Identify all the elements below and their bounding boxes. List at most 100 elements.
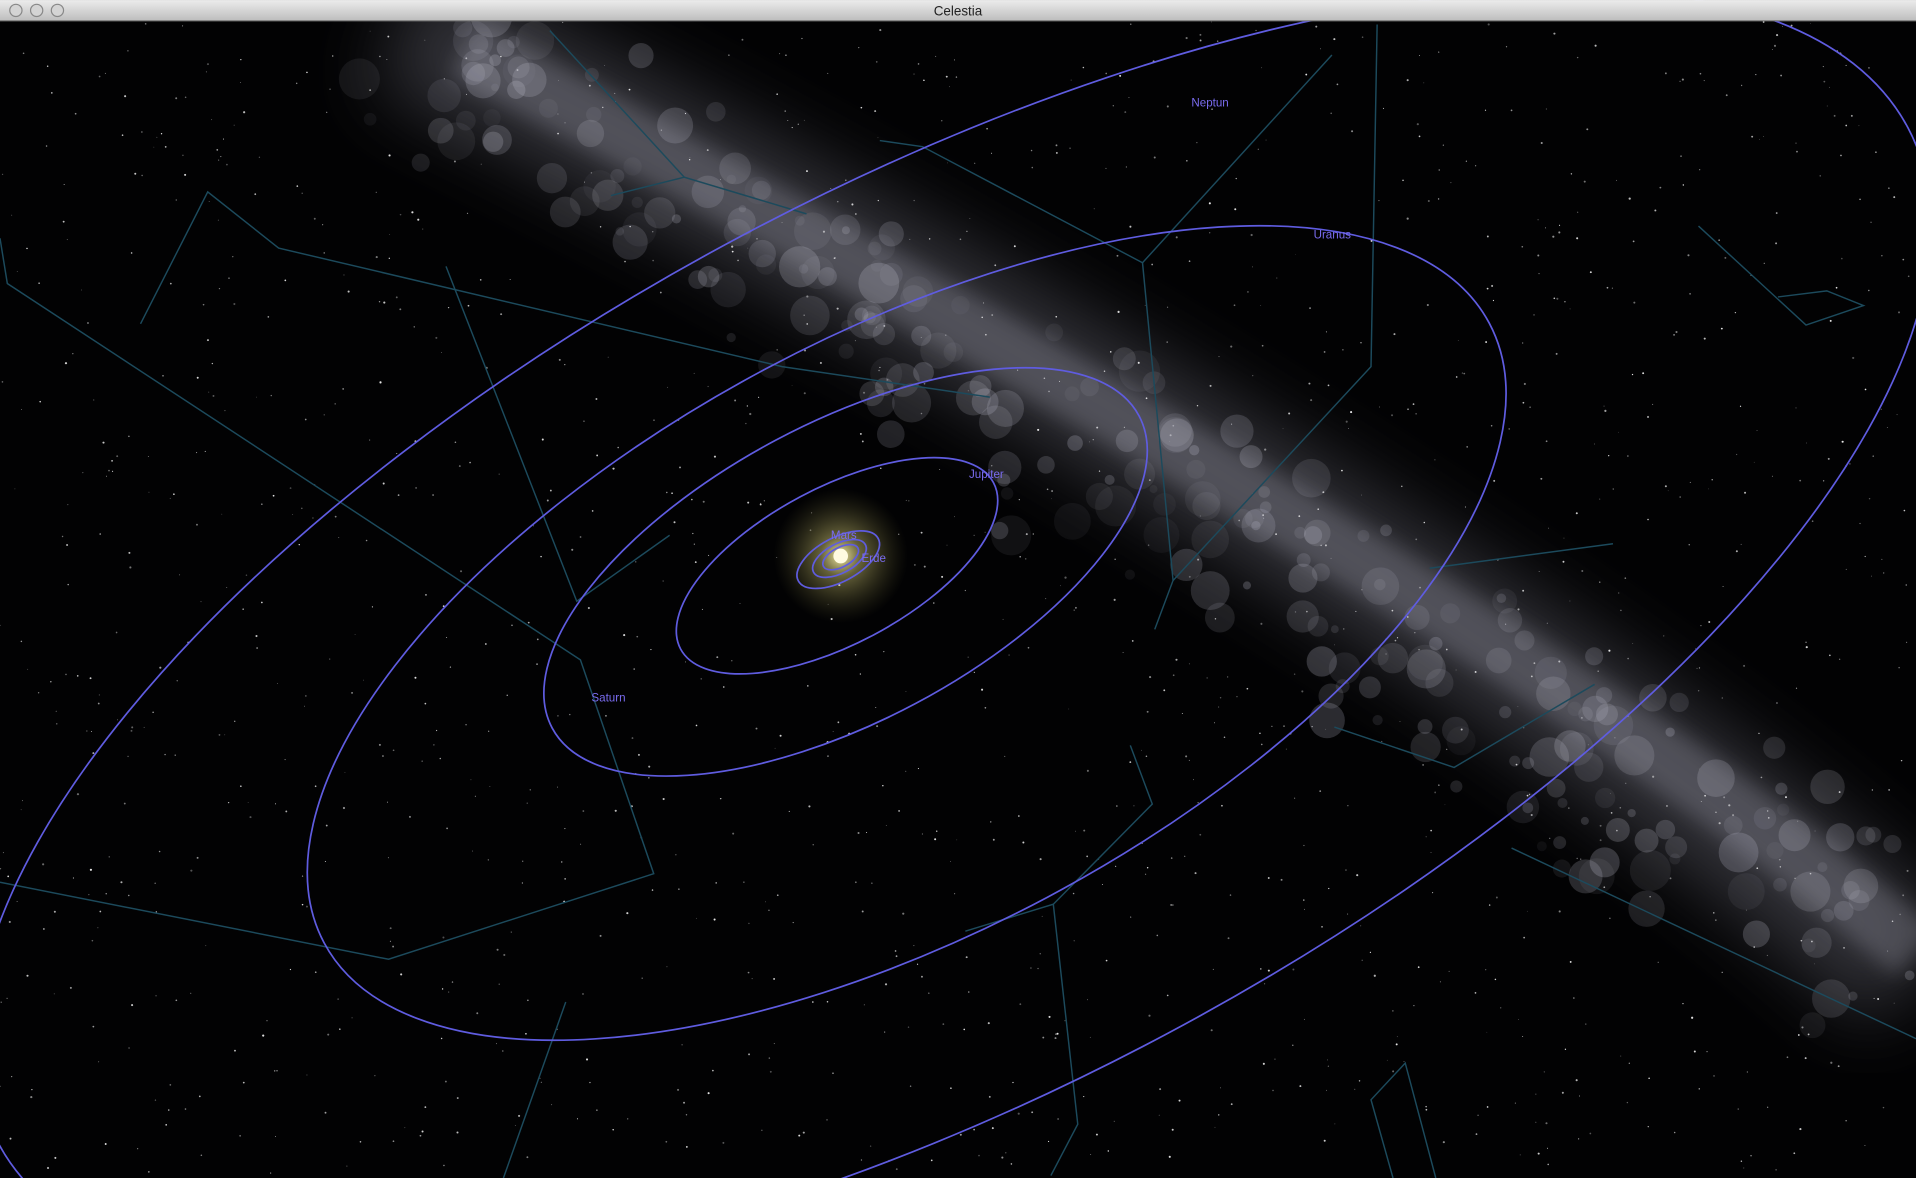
star (1406, 616, 1409, 618)
star-cloud (1833, 900, 1854, 921)
star-cloud (592, 179, 624, 211)
star (1325, 728, 1327, 730)
star (1840, 154, 1842, 157)
star (1579, 1095, 1580, 1097)
star (400, 973, 403, 976)
star (1604, 409, 1607, 412)
star (845, 179, 847, 181)
star (1829, 654, 1831, 657)
star (1434, 459, 1436, 461)
star (1262, 1062, 1265, 1065)
star (1463, 372, 1466, 375)
star (1415, 412, 1417, 415)
star (1391, 609, 1394, 612)
star (1893, 196, 1896, 199)
star (819, 361, 822, 364)
star (1526, 910, 1528, 912)
star (1558, 231, 1561, 234)
star (1800, 939, 1803, 942)
minimize-button[interactable] (29, 3, 44, 18)
star (1732, 814, 1735, 817)
star-cloud (1578, 858, 1615, 895)
star (1088, 441, 1091, 443)
star (88, 894, 90, 896)
star (1156, 934, 1159, 937)
star (692, 532, 694, 535)
star (502, 1050, 504, 1052)
star (526, 802, 528, 804)
star (1508, 428, 1511, 430)
star (1689, 293, 1691, 295)
star (344, 772, 346, 773)
star (64, 362, 68, 365)
star (1310, 399, 1313, 402)
star (1234, 208, 1237, 211)
star-cloud (1258, 486, 1271, 498)
star (1448, 970, 1450, 972)
star (496, 1043, 498, 1045)
star (1475, 165, 1477, 167)
star (1740, 1160, 1743, 1162)
star (797, 123, 799, 125)
star (1587, 744, 1589, 746)
star (869, 1145, 872, 1147)
star (529, 789, 531, 791)
star (1673, 333, 1675, 336)
star (757, 396, 760, 398)
star-cloud (1239, 445, 1263, 469)
star (930, 1159, 933, 1162)
star (1095, 1133, 1098, 1136)
star (424, 39, 426, 41)
star (1713, 912, 1715, 914)
star (98, 75, 101, 78)
star (1055, 315, 1058, 318)
star (439, 757, 442, 760)
star (1828, 86, 1830, 88)
star-cloud (790, 295, 830, 336)
star-cloud (465, 63, 501, 99)
star-cloud (1406, 649, 1446, 689)
star (1264, 448, 1267, 451)
close-button[interactable] (9, 3, 23, 18)
star-cloud (1296, 553, 1311, 568)
star (234, 720, 236, 723)
star-cloud (1124, 569, 1136, 580)
star (1292, 1044, 1294, 1046)
star (37, 692, 40, 694)
star (1361, 494, 1363, 496)
star (745, 422, 747, 425)
star-cloud (920, 332, 957, 369)
star (1743, 664, 1746, 667)
star (1348, 428, 1349, 429)
star-cloud (1534, 656, 1567, 689)
star (182, 154, 184, 157)
star (803, 392, 806, 395)
star (140, 131, 143, 133)
star (629, 225, 631, 228)
star (1218, 1114, 1220, 1116)
star (1782, 26, 1783, 27)
star (1555, 352, 1558, 355)
zoom-button[interactable] (50, 3, 65, 18)
star (1603, 886, 1606, 889)
milky-way (373, 0, 1916, 1027)
star (1775, 1168, 1777, 1171)
star-cloud (1614, 735, 1655, 776)
star (274, 1135, 276, 1137)
star (991, 1127, 994, 1130)
star (877, 199, 880, 202)
star-cloud (1856, 826, 1876, 846)
star (1589, 1132, 1592, 1135)
star (249, 816, 252, 819)
star (306, 1074, 308, 1076)
star (1753, 461, 1755, 463)
star (1327, 1065, 1329, 1067)
star-cloud (610, 169, 625, 183)
star-cloud (1799, 1012, 1826, 1039)
star (111, 459, 113, 462)
star (1746, 1071, 1749, 1073)
star (305, 905, 308, 908)
star (1301, 690, 1304, 693)
star (965, 956, 968, 959)
star-cloud (583, 170, 616, 203)
